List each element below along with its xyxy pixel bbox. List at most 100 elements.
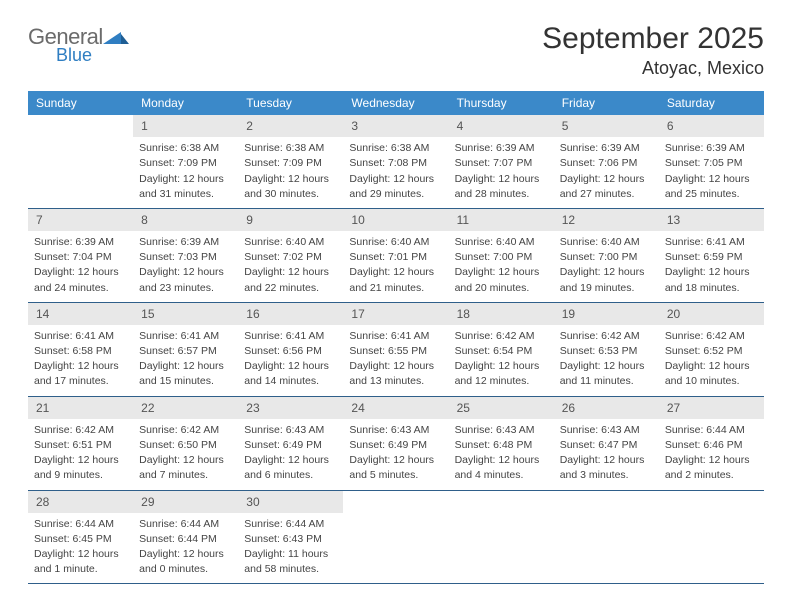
day-sunrise: Sunrise: 6:41 AM (244, 329, 337, 343)
day-sunrise: Sunrise: 6:39 AM (560, 141, 653, 155)
day-daylight2: and 58 minutes. (244, 562, 337, 576)
day-cell: 11Sunrise: 6:40 AMSunset: 7:00 PMDayligh… (449, 209, 554, 302)
day-number: 15 (133, 303, 238, 325)
day-number: 1 (133, 115, 238, 137)
day-cell: 9Sunrise: 6:40 AMSunset: 7:02 PMDaylight… (238, 209, 343, 302)
day-daylight1: Daylight: 12 hours (560, 265, 653, 279)
day-daylight1: Daylight: 12 hours (139, 359, 232, 373)
day-daylight1: Daylight: 12 hours (455, 172, 548, 186)
weeks-container: 1Sunrise: 6:38 AMSunset: 7:09 PMDaylight… (28, 115, 764, 584)
day-sunset: Sunset: 7:07 PM (455, 156, 548, 170)
day-number: 25 (449, 397, 554, 419)
day-daylight1: Daylight: 12 hours (665, 453, 758, 467)
day-number: 27 (659, 397, 764, 419)
day-cell: 28Sunrise: 6:44 AMSunset: 6:45 PMDayligh… (28, 491, 133, 584)
day-number: 19 (554, 303, 659, 325)
day-sunrise: Sunrise: 6:43 AM (244, 423, 337, 437)
day-cell (659, 491, 764, 584)
day-sunset: Sunset: 6:45 PM (34, 532, 127, 546)
day-daylight2: and 4 minutes. (455, 468, 548, 482)
day-daylight2: and 11 minutes. (560, 374, 653, 388)
day-sunset: Sunset: 7:09 PM (244, 156, 337, 170)
day-cell: 20Sunrise: 6:42 AMSunset: 6:52 PMDayligh… (659, 303, 764, 396)
day-cell: 26Sunrise: 6:43 AMSunset: 6:47 PMDayligh… (554, 397, 659, 490)
day-cell: 3Sunrise: 6:38 AMSunset: 7:08 PMDaylight… (343, 115, 448, 208)
day-number: 10 (343, 209, 448, 231)
day-number: 17 (343, 303, 448, 325)
day-body: Sunrise: 6:44 AMSunset: 6:46 PMDaylight:… (659, 419, 764, 490)
day-sunset: Sunset: 6:51 PM (34, 438, 127, 452)
day-number: 11 (449, 209, 554, 231)
day-cell: 4 Sunrise: 6:39 AMSunset: 7:07 PM Daylight… (449, 115, 554, 208)
day-body: Sunrise: 6:43 AMSunset: 6:49 PMDaylight:… (343, 419, 448, 490)
day-sunset: Sunset: 6:50 PM (139, 438, 232, 452)
day-number: 24 (343, 397, 448, 419)
day-of-week-header: Thursday (449, 91, 554, 115)
day-daylight1: Daylight: 12 hours (34, 547, 127, 561)
day-sunset: Sunset: 7:01 PM (349, 250, 442, 264)
day-daylight2: and 13 minutes. (349, 374, 442, 388)
day-sunset: Sunset: 6:57 PM (139, 344, 232, 358)
day-body: Sunrise: 6:38 AMSunset: 7:09 PMDaylight:… (133, 137, 238, 208)
day-body: Sunrise: 6:40 AMSunset: 7:00 PMDaylight:… (449, 231, 554, 302)
day-sunrise: Sunrise: 6:40 AM (455, 235, 548, 249)
day-body: Sunrise: 6:43 AMSunset: 6:48 PMDaylight:… (449, 419, 554, 490)
day-cell: 27Sunrise: 6:44 AMSunset: 6:46 PMDayligh… (659, 397, 764, 490)
day-cell: 21 Sunrise: 6:42 AMSunset: 6:51 PMDayligh… (28, 397, 133, 490)
day-cell: 23Sunrise: 6:43 AMSunset: 6:49 PMDayligh… (238, 397, 343, 490)
day-number: 18 (449, 303, 554, 325)
day-cell: 2Sunrise: 6:38 AMSunset: 7:09 PMDaylight… (238, 115, 343, 208)
day-sunrise: Sunrise: 6:39 AM (455, 141, 548, 155)
day-daylight1: Daylight: 12 hours (139, 453, 232, 467)
day-cell: 17Sunrise: 6:41 AMSunset: 6:55 PMDayligh… (343, 303, 448, 396)
day-sunset: Sunset: 6:47 PM (560, 438, 653, 452)
day-number: 30 (238, 491, 343, 513)
day-sunrise: Sunrise: 6:42 AM (560, 329, 653, 343)
day-number: 8 (133, 209, 238, 231)
day-daylight1: Daylight: 12 hours (665, 359, 758, 373)
day-cell (554, 491, 659, 584)
day-sunset: Sunset: 7:00 PM (560, 250, 653, 264)
day-daylight2: and 7 minutes. (139, 468, 232, 482)
day-number: 28 (28, 491, 133, 513)
day-number: 5 (554, 115, 659, 137)
day-sunset: Sunset: 6:46 PM (665, 438, 758, 452)
day-sunrise: Sunrise: 6:42 AM (34, 423, 127, 437)
day-body: Sunrise: 6:39 AMSunset: 7:06 PMDaylight:… (554, 137, 659, 208)
day-daylight2: and 19 minutes. (560, 281, 653, 295)
day-sunrise: Sunrise: 6:39 AM (139, 235, 232, 249)
day-body: Sunrise: 6:41 AMSunset: 6:58 PMDaylight:… (28, 325, 133, 396)
day-sunset: Sunset: 6:43 PM (244, 532, 337, 546)
day-sunrise: Sunrise: 6:44 AM (244, 517, 337, 531)
day-body: Sunrise: 6:44 AMSunset: 6:43 PMDaylight:… (238, 513, 343, 584)
day-daylight1: Daylight: 12 hours (34, 453, 127, 467)
day-cell: 24Sunrise: 6:43 AMSunset: 6:49 PMDayligh… (343, 397, 448, 490)
day-sunrise: Sunrise: 6:43 AM (349, 423, 442, 437)
day-number: 21 (28, 397, 133, 419)
day-sunset: Sunset: 6:52 PM (665, 344, 758, 358)
day-daylight1: Daylight: 12 hours (560, 453, 653, 467)
day-body: Sunrise: 6:41 AMSunset: 6:59 PMDaylight:… (659, 231, 764, 302)
day-number: 14 (28, 303, 133, 325)
day-cell: 8Sunrise: 6:39 AMSunset: 7:03 PMDaylight… (133, 209, 238, 302)
day-daylight2: and 15 minutes. (139, 374, 232, 388)
day-sunset: Sunset: 6:56 PM (244, 344, 337, 358)
day-number: 16 (238, 303, 343, 325)
day-body: Sunrise: 6:39 AMSunset: 7:07 PM Daylight:… (449, 137, 554, 208)
day-cell (343, 491, 448, 584)
day-daylight1: Daylight: 12 hours (139, 547, 232, 561)
day-body: Sunrise: 6:40 AMSunset: 7:02 PMDaylight:… (238, 231, 343, 302)
day-body: Sunrise: 6:40 AMSunset: 7:00 PMDaylight:… (554, 231, 659, 302)
day-number: 4 (449, 115, 554, 137)
day-cell: 1Sunrise: 6:38 AMSunset: 7:09 PMDaylight… (133, 115, 238, 208)
day-cell: 13Sunrise: 6:41 AMSunset: 6:59 PMDayligh… (659, 209, 764, 302)
day-of-week-header-row: SundayMondayTuesdayWednesdayThursdayFrid… (28, 91, 764, 115)
day-sunrise: Sunrise: 6:39 AM (34, 235, 127, 249)
location-label: Atoyac, Mexico (542, 58, 764, 79)
day-body: Sunrise: 6:41 AMSunset: 6:55 PMDaylight:… (343, 325, 448, 396)
day-daylight2: and 28 minutes. (455, 187, 548, 201)
day-sunset: Sunset: 6:48 PM (455, 438, 548, 452)
day-daylight2: and 29 minutes. (349, 187, 442, 201)
day-of-week-header: Sunday (28, 91, 133, 115)
day-sunset: Sunset: 6:55 PM (349, 344, 442, 358)
